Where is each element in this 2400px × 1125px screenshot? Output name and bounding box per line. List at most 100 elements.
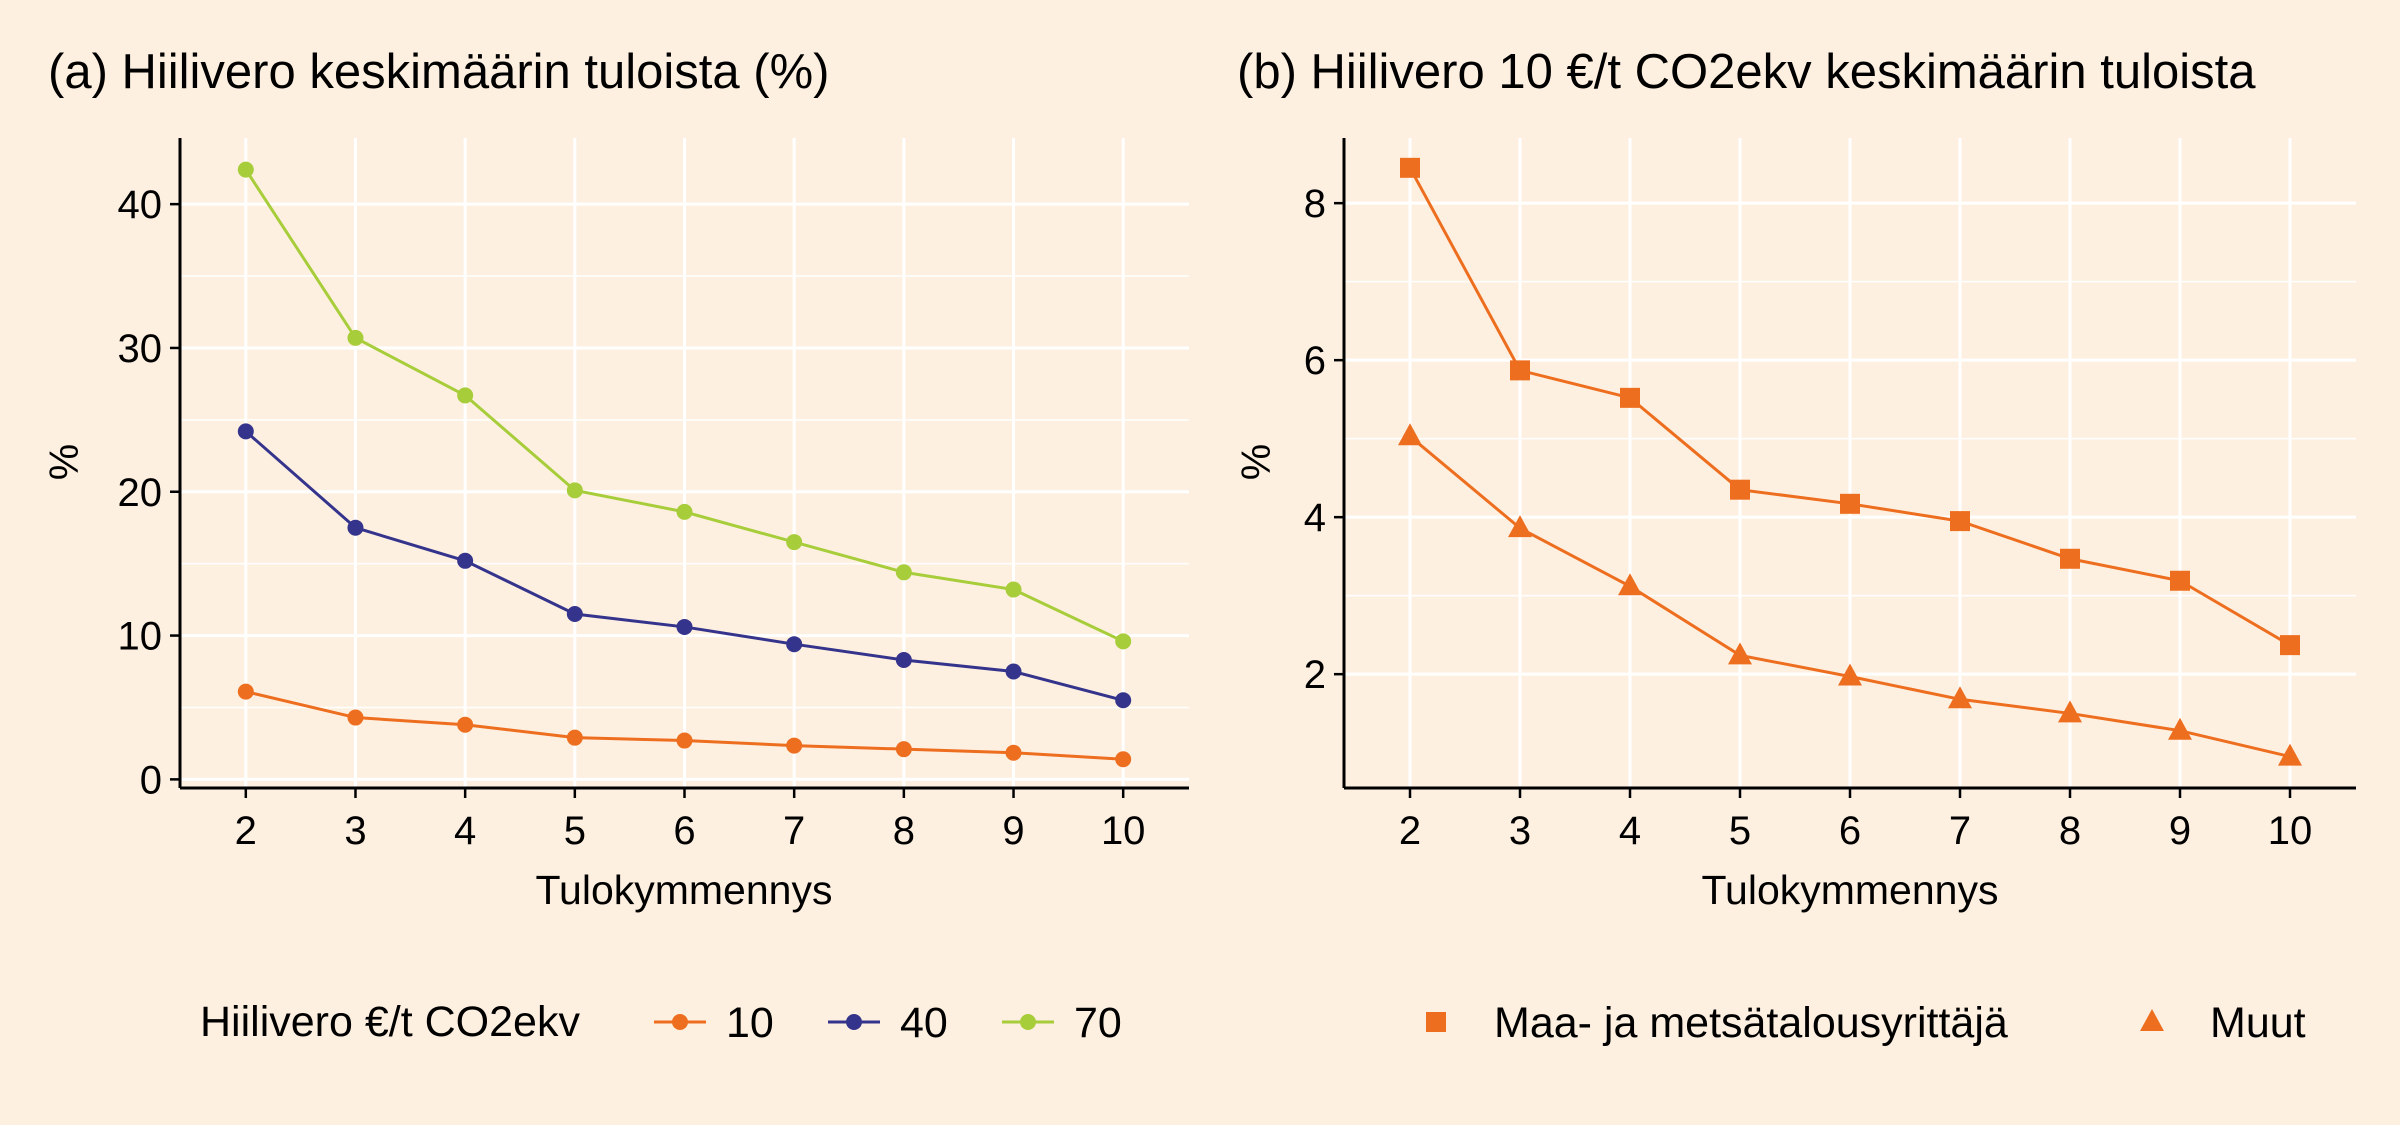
panel-b-title: (b) Hiilivero 10 €/t CO2ekv keskimäärin … (1237, 45, 2256, 99)
panel-a-data-point-10 (566, 729, 583, 746)
panel-a-data-point-40 (237, 423, 254, 440)
legend-a-entry-label: 10 (726, 999, 774, 1047)
panel-a-data-point-10 (237, 683, 254, 700)
panel-a-data-point-10 (895, 741, 912, 758)
panel-b-y-tick-label: 2 (1304, 653, 1326, 697)
panel-b-data-point-maa-ja-mets-talousyritt-j (2060, 548, 2080, 569)
panel-a-x-tick-label: 10 (1101, 809, 1146, 853)
legend-b-key-marker (1426, 1012, 1446, 1032)
panel-a-x-tick-label: 9 (1002, 809, 1024, 853)
panel-a-x-tick-label: 7 (783, 809, 805, 853)
panel-a-data-point-10 (676, 732, 693, 749)
panel-b-grid (1344, 138, 2356, 788)
panel-b-series-maa-ja-mets-talousyritt-j (1400, 157, 2300, 656)
panel-a-data-point-10 (1005, 744, 1022, 761)
panel-a-data-point-70 (457, 387, 474, 404)
panel-a-y-tick-label: 20 (118, 471, 163, 515)
panel-a: (a) Hiilivero keskimäärin tuloista (%) 0… (41, 45, 1189, 913)
legend-b-entry-label: Maa- ja metsätalousyrittäjä (1494, 999, 2008, 1047)
panel-b-data-point-maa-ja-mets-talousyritt-j (1620, 387, 1640, 408)
legend-a-key-marker (1020, 1014, 1036, 1030)
panel-a-data-point-70 (786, 534, 803, 551)
panel-b-x-tick-label: 4 (1619, 809, 1641, 853)
panel-b-x-tick-label: 7 (1949, 809, 1971, 853)
panel-b-y-tick-label: 4 (1304, 496, 1326, 540)
panel-a-x-tick-label: 4 (454, 809, 476, 853)
panel-b-data-point-maa-ja-mets-talousyritt-j (2280, 635, 2300, 656)
panel-a-data-point-40 (895, 652, 912, 669)
panel-a-data-point-40 (786, 636, 803, 653)
panel-b-data-point-maa-ja-mets-talousyritt-j (2170, 570, 2190, 591)
panel-a-data-point-40 (1115, 692, 1132, 709)
panel-b-data-point-muut (1838, 663, 1862, 686)
panel-a-data-point-10 (786, 737, 803, 754)
panel-a-axes: 0 10 20 30 40 2 3 4 5 6 7 8 9 10 (118, 138, 1189, 853)
panel-a-data-point-70 (1115, 633, 1132, 650)
panel-a-data-point-70 (895, 564, 912, 581)
panel-b-data-point-maa-ja-mets-talousyritt-j (1510, 360, 1530, 381)
panel-b-data-point-muut (1398, 423, 1422, 446)
panel-a-grid (180, 138, 1189, 788)
panel-b-data-point-maa-ja-mets-talousyritt-j (1840, 493, 1860, 514)
panel-b-data-point-muut (2168, 717, 2192, 740)
panel-b-x-tick-label: 6 (1839, 809, 1861, 853)
panel-b-y-tick-label: 6 (1304, 339, 1326, 383)
panel-a-series-10 (237, 683, 1132, 768)
panel-a-data-point-70 (1005, 581, 1022, 598)
legend-b-key-marker (2140, 1009, 2164, 1031)
legend-a-key-marker (672, 1014, 688, 1030)
panel-b-data-point-muut (1728, 642, 1752, 665)
panel-b-x-tick-label: 8 (2059, 809, 2081, 853)
panel-b-data-point-maa-ja-mets-talousyritt-j (1400, 157, 1420, 178)
panel-b-x-tick-label: 3 (1509, 809, 1531, 853)
panel-a-data-point-10 (457, 716, 474, 733)
panel-b-series-muut (1398, 423, 2302, 766)
legend-a-key-marker (846, 1014, 862, 1030)
panel-b-series (1398, 157, 2302, 766)
panel-a-data-point-70 (237, 161, 254, 178)
panel-a-series-70 (237, 161, 1132, 650)
legend-a-entry-label: 70 (1074, 999, 1122, 1047)
panel-a-data-point-40 (566, 605, 583, 622)
panel-b-data-point-muut (2278, 743, 2302, 766)
panel-a-y-tick-label: 0 (140, 758, 162, 802)
panel-b-data-point-maa-ja-mets-talousyritt-j (1730, 479, 1750, 500)
panel-b-x-tick-label: 10 (2268, 809, 2313, 853)
legend-a: Hiilivero €/t CO2ekv 10 40 70 (200, 998, 1122, 1047)
panel-a-series (237, 161, 1132, 768)
panel-b-data-point-muut (2058, 700, 2082, 723)
panel-b-axes: 2 4 6 8 2 3 4 5 6 7 8 9 10 (1304, 138, 2356, 853)
panel-a-x-tick-label: 3 (344, 809, 366, 853)
legend-b: Maa- ja metsätalousyrittäjä Muut (1426, 999, 2306, 1047)
panel-a-data-point-40 (347, 519, 364, 536)
panel-a-x-tick-label: 8 (893, 809, 915, 853)
legend-a-title: Hiilivero €/t CO2ekv (200, 998, 580, 1046)
panel-a-data-point-70 (566, 482, 583, 499)
panel-a-series-40 (237, 423, 1132, 709)
panel-a-y-axis-label: % (41, 444, 87, 480)
panel-a-data-point-10 (347, 709, 364, 726)
panel-a-title: (a) Hiilivero keskimäärin tuloista (%) (48, 45, 829, 99)
panel-a-y-tick-label: 30 (118, 327, 163, 371)
panel-a-x-tick-label: 2 (235, 809, 257, 853)
panel-a-data-point-70 (676, 503, 693, 520)
panel-b-x-axis-label: Tulokymmennys (1702, 867, 1999, 913)
panel-b-y-axis-label: % (1233, 444, 1279, 480)
legend-b-entry-label: Muut (2210, 999, 2306, 1047)
panel-b-x-tick-label: 5 (1729, 809, 1751, 853)
panel-a-y-tick-label: 40 (118, 183, 163, 227)
panel-a-data-point-70 (347, 329, 364, 346)
panel-b: (b) Hiilivero 10 €/t CO2ekv keskimäärin … (1233, 45, 2356, 913)
panel-a-x-axis-label: Tulokymmennys (536, 867, 833, 913)
panel-b-data-point-muut (1948, 686, 1972, 709)
panel-a-data-point-40 (457, 552, 474, 569)
panel-b-data-point-maa-ja-mets-talousyritt-j (1950, 511, 1970, 532)
panel-b-y-tick-label: 8 (1304, 182, 1326, 226)
legend-a-entry-label: 40 (900, 999, 948, 1047)
panel-a-x-tick-label: 6 (673, 809, 695, 853)
panel-b-x-tick-label: 9 (2169, 809, 2191, 853)
panel-b-data-point-muut (1618, 573, 1642, 596)
panel-a-data-point-40 (1005, 663, 1022, 680)
